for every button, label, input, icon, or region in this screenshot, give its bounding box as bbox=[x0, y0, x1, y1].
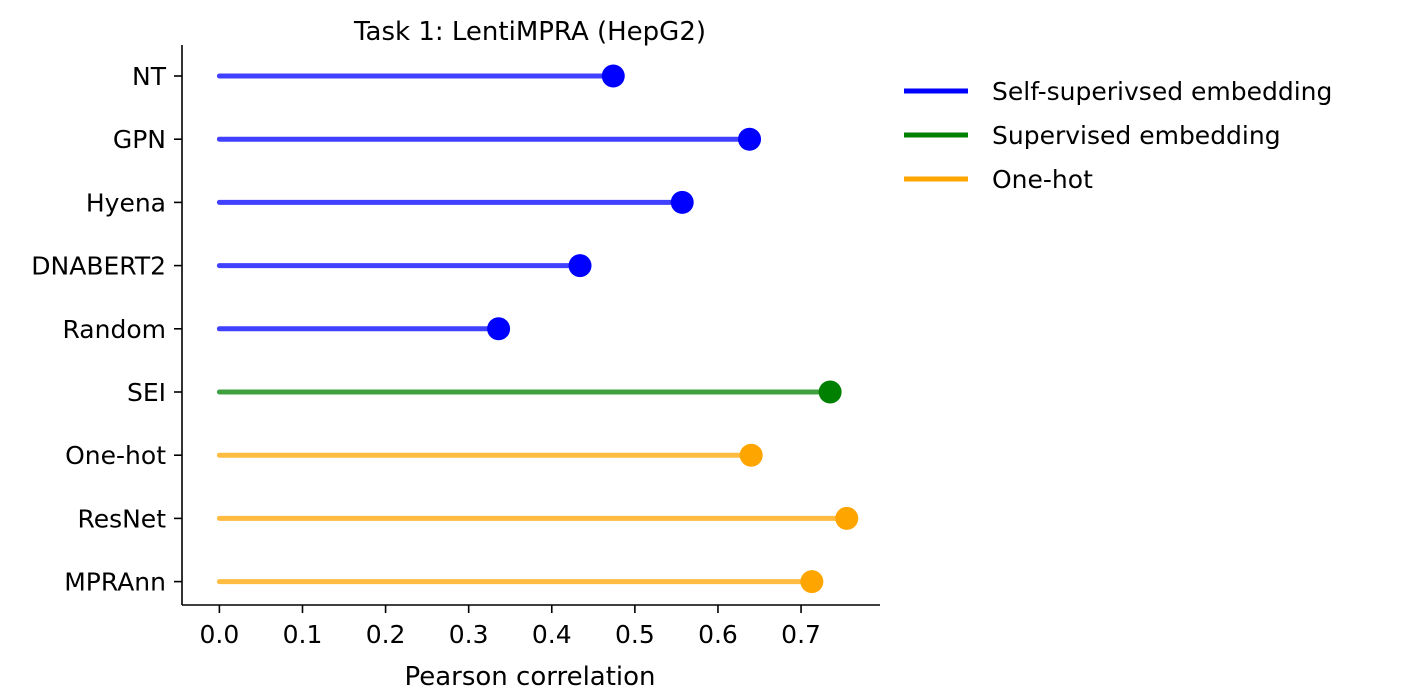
y-tick-label: GPN bbox=[113, 125, 166, 154]
x-tick-label: 0.1 bbox=[283, 620, 323, 649]
legend-label: Supervised embedding bbox=[992, 121, 1281, 150]
legend-label: One-hot bbox=[992, 165, 1093, 194]
x-tick-label: 0.4 bbox=[532, 620, 572, 649]
lollipop-dot bbox=[670, 190, 694, 214]
y-tick-label: Hyena bbox=[86, 188, 166, 217]
chart-title: Task 1: LentiMPRA (HepG2) bbox=[353, 17, 706, 47]
y-tick-label: Random bbox=[62, 315, 166, 344]
y-tick-label: MPRAnn bbox=[64, 568, 166, 597]
y-tick-label: SEI bbox=[127, 378, 166, 407]
x-tick-label: 0.6 bbox=[698, 620, 738, 649]
plot-area: 0.0 0.1 0.2 0.3 0.4 0.5 0.6 0.7 NT GPN Hyena DNABER… bbox=[31, 45, 880, 649]
y-tick-label: NT bbox=[132, 62, 167, 91]
x-tick-label: 0.3 bbox=[449, 620, 489, 649]
x-tick-label: 0.0 bbox=[200, 620, 240, 649]
lollipop-dot bbox=[568, 254, 592, 278]
legend: Self-superivsed embedding Supervised embe… bbox=[904, 77, 1332, 194]
x-tick-label: 0.2 bbox=[366, 620, 406, 649]
lollipop-dot bbox=[818, 380, 842, 404]
lollipop-dot bbox=[800, 570, 824, 594]
legend-label: Self-superivsed embedding bbox=[992, 77, 1332, 106]
x-tick-label: 0.5 bbox=[615, 620, 655, 649]
lollipop-dot bbox=[738, 127, 762, 151]
lollipop-dot bbox=[487, 317, 511, 341]
y-tick-label: DNABERT2 bbox=[31, 252, 166, 281]
y-tick-label: One-hot bbox=[65, 441, 166, 470]
y-tick-label: ResNet bbox=[77, 504, 166, 533]
x-tick-label: 0.7 bbox=[781, 620, 821, 649]
lollipop-dot bbox=[739, 443, 763, 467]
x-axis-label: Pearson correlation bbox=[404, 662, 655, 692]
lollipop-dot bbox=[835, 506, 859, 530]
lollipop-dot bbox=[601, 64, 625, 88]
